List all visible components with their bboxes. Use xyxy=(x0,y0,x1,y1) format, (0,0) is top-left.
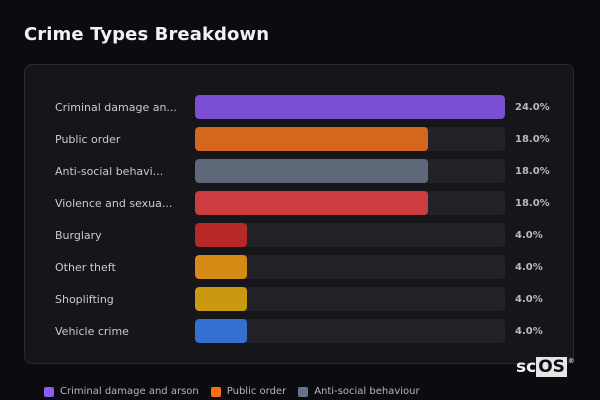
bar-track xyxy=(195,95,505,119)
bar-fill[interactable] xyxy=(195,127,428,151)
bar-fill[interactable] xyxy=(195,319,247,343)
chart-legend: Criminal damage and arson Public order Ant… xyxy=(44,386,420,397)
bar-label: Anti-social behavi... xyxy=(55,164,164,178)
registered-mark-icon: ® xyxy=(567,357,575,365)
bar-label: Violence and sexua... xyxy=(55,196,173,210)
page-title: Crime Types Breakdown xyxy=(24,24,270,45)
bar-fill[interactable] xyxy=(195,191,428,215)
bar-track xyxy=(195,191,505,215)
bar-track xyxy=(195,159,505,183)
legend-label: Public order xyxy=(226,386,287,397)
bar-label: Public order xyxy=(55,132,121,146)
legend-label: Anti-social behaviour xyxy=(314,386,420,397)
bar-track xyxy=(195,255,505,279)
bar-row: Shoplifting 4.0% xyxy=(25,287,573,311)
bar-row: Violence and sexua... 18.0% xyxy=(25,191,573,215)
bar-label: Criminal damage an... xyxy=(55,100,177,114)
bar-value: 4.0% xyxy=(515,229,543,241)
legend-swatch-icon xyxy=(298,386,309,397)
bar-fill[interactable] xyxy=(195,255,247,279)
bar-label: Shoplifting xyxy=(55,292,114,306)
bar-row: Public order 18.0% xyxy=(25,127,573,151)
bar-row: Criminal damage an... 24.0% xyxy=(25,95,573,119)
bar-label: Other theft xyxy=(55,260,116,274)
legend-swatch-icon xyxy=(210,386,221,397)
bar-row: Burglary 4.0% xyxy=(25,223,573,247)
bar-value: 18.0% xyxy=(515,197,550,209)
bar-track xyxy=(195,223,505,247)
bar-row: Anti-social behavi... 18.0% xyxy=(25,159,573,183)
bar-row: Vehicle crime 4.0% xyxy=(25,319,573,343)
bar-fill[interactable] xyxy=(195,223,247,247)
bar-value: 4.0% xyxy=(515,261,543,273)
legend-item[interactable]: Public order xyxy=(210,386,287,397)
bar-value: 4.0% xyxy=(515,293,543,305)
bar-value: 18.0% xyxy=(515,165,550,177)
bar-fill[interactable] xyxy=(195,95,505,119)
bar-fill[interactable] xyxy=(195,159,428,183)
bar-row: Other theft 4.0% xyxy=(25,255,573,279)
brand-logo: sc OS ® xyxy=(516,357,575,377)
legend-label: Criminal damage and arson xyxy=(60,386,199,397)
bar-track xyxy=(195,127,505,151)
brand-highlight: OS xyxy=(536,357,567,377)
legend-swatch-icon xyxy=(44,386,54,397)
legend-item[interactable]: Criminal damage and arson xyxy=(44,386,199,397)
legend-item[interactable]: Anti-social behaviour xyxy=(298,386,420,397)
bar-track xyxy=(195,319,505,343)
bar-track xyxy=(195,287,505,311)
brand-prefix: sc xyxy=(516,357,537,377)
bar-value: 4.0% xyxy=(515,325,543,337)
bar-label: Burglary xyxy=(55,228,102,242)
bar-label: Vehicle crime xyxy=(55,324,129,338)
bar-value: 24.0% xyxy=(515,101,550,113)
bar-value: 18.0% xyxy=(515,133,550,145)
bar-fill[interactable] xyxy=(195,287,247,311)
chart-card: Criminal damage an... 24.0% Public order 18… xyxy=(24,64,574,364)
